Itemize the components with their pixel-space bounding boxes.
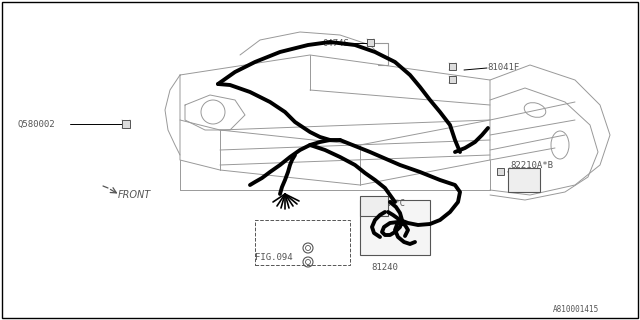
Text: Q580002: Q580002: [18, 119, 56, 129]
Text: A810001415: A810001415: [553, 306, 599, 315]
Text: 0474S: 0474S: [322, 38, 349, 47]
Bar: [360, 196, 388, 216]
Bar: [449, 63, 456, 70]
Bar: [360, 200, 430, 255]
Text: FRONT: FRONT: [118, 190, 151, 200]
Text: 81240: 81240: [372, 263, 399, 273]
Text: 81041F: 81041F: [487, 63, 519, 73]
Bar: [367, 39, 374, 46]
Bar: [255, 220, 350, 265]
Text: 82210A*B: 82210A*B: [510, 161, 553, 170]
Bar: [122, 120, 130, 128]
Text: FIG.094: FIG.094: [255, 253, 292, 262]
Bar: [449, 76, 456, 83]
Bar: [497, 168, 504, 175]
Bar: [508, 168, 540, 192]
Text: 82210A*C: 82210A*C: [362, 199, 405, 209]
